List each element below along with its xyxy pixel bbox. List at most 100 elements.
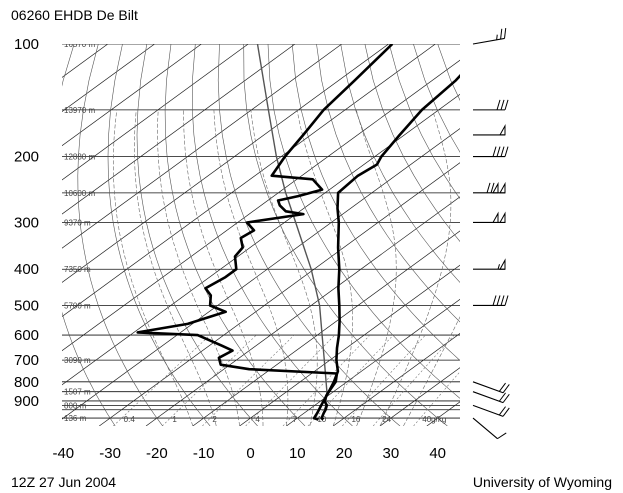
barb-staff xyxy=(472,404,504,417)
mixing-ratio-label: 24 xyxy=(382,415,391,424)
wind-barb xyxy=(473,211,506,224)
height-label: 7350 m xyxy=(64,265,91,274)
barb-flag xyxy=(496,146,501,157)
isotherm-line xyxy=(379,367,460,426)
mixing-ratio-line xyxy=(202,334,295,426)
mixing-ratio-label: 1 xyxy=(172,415,177,424)
barb-flag xyxy=(496,99,501,111)
height-label: 3090 m xyxy=(64,356,91,365)
wind-barb xyxy=(472,28,507,45)
temperature-tick-label: 30 xyxy=(383,445,400,462)
footer-source: University of Wyoming xyxy=(473,474,612,490)
barb-flag xyxy=(486,182,491,194)
pressure-tick-label: 400 xyxy=(14,261,39,278)
isotherm-line xyxy=(286,298,460,426)
moist-adiabat xyxy=(356,109,397,426)
profiles: 16570 m 13970 m 12880 m 10600 m 9370 m 7350 m… xyxy=(64,44,460,423)
isotherm-line xyxy=(62,44,342,249)
isotherm-line xyxy=(62,44,296,215)
dry-adiabat xyxy=(62,44,116,426)
dry-adiabat xyxy=(486,44,623,426)
isotherm-line xyxy=(239,264,460,426)
wind-barb xyxy=(473,99,509,111)
barb-flag xyxy=(504,28,507,39)
isotherm-line xyxy=(62,93,460,386)
barb-half-flag xyxy=(497,264,500,270)
mixing-ratio-line xyxy=(413,371,460,426)
dry-adiabat xyxy=(559,44,623,426)
barb-flag xyxy=(498,392,506,402)
moist-adiabat xyxy=(296,109,354,426)
temperature-tick-label: -40 xyxy=(52,445,74,462)
barb-flag xyxy=(500,99,505,111)
dry-adiabat xyxy=(388,44,460,199)
barb-staff xyxy=(472,37,505,45)
barb-flag xyxy=(500,146,505,157)
moist-adiabat xyxy=(379,109,452,426)
dry-adiabat xyxy=(107,44,211,426)
grid-lines: 0.4 1 2 4 7 10 16 24 40g/kg xyxy=(62,44,623,426)
barb-flag xyxy=(492,295,497,306)
isotherm-line xyxy=(99,162,460,426)
barb-pennant xyxy=(499,211,506,223)
mixing-ratio-line xyxy=(372,334,455,426)
dry-adiabat xyxy=(267,44,460,399)
wind-barb xyxy=(472,417,507,440)
barb-flag xyxy=(498,406,506,416)
barb-flag xyxy=(497,432,507,440)
mixing-ratio-label: 40g/kg xyxy=(422,415,446,424)
pressure-tick-label: 600 xyxy=(14,327,39,344)
barb-flag xyxy=(502,407,510,417)
dry-adiabat xyxy=(413,44,460,153)
barb-flag xyxy=(500,295,505,306)
footer-time: 12Z 27 Jun 2004 xyxy=(11,474,116,490)
moist-adiabat xyxy=(183,109,264,426)
moist-adiabat xyxy=(213,109,289,426)
barb-flag xyxy=(502,384,510,394)
dry-adiabat xyxy=(316,44,460,323)
height-label: 136 m xyxy=(64,414,87,423)
mixing-ratio-line xyxy=(307,334,394,426)
dry-adiabat xyxy=(607,44,623,426)
barb-flag xyxy=(504,146,509,157)
dry-adiabat xyxy=(462,44,623,426)
mixing-ratio-label: 7 xyxy=(293,415,298,424)
isotherm-line xyxy=(62,59,460,352)
barb-pennant xyxy=(499,123,506,136)
temperature-tick-label: 40 xyxy=(429,445,446,462)
moist-adiabat xyxy=(403,316,460,426)
barb-staff xyxy=(472,391,504,404)
isotherm-line xyxy=(145,196,460,426)
pressure-tick-label: 200 xyxy=(14,149,39,166)
temperature-tick-label: -10 xyxy=(193,445,215,462)
height-label: 10600 m xyxy=(64,189,95,198)
mixing-ratio-line xyxy=(161,334,257,426)
mixing-ratio-line xyxy=(113,334,211,426)
height-label: 5700 m xyxy=(64,301,91,310)
mixing-ratio-line xyxy=(342,334,426,426)
wind-barb xyxy=(473,258,506,270)
barb-pennant xyxy=(492,181,499,194)
barb-flag xyxy=(496,295,501,306)
height-label: 12880 m xyxy=(64,153,95,162)
wind-barb xyxy=(473,181,506,194)
moist-adiabat xyxy=(112,109,194,426)
temperature-tick-label: 10 xyxy=(289,445,306,462)
temperature-tick-label: -20 xyxy=(146,445,168,462)
barb-half-flag xyxy=(496,34,498,40)
mixing-ratio-line xyxy=(282,334,371,426)
wind-barb xyxy=(472,404,510,417)
isotherm-line xyxy=(62,44,155,113)
isotherm-line xyxy=(62,44,436,317)
dry-adiabat xyxy=(291,44,460,361)
isotherm-line xyxy=(62,44,249,181)
dry-adiabat xyxy=(77,44,163,426)
isotherm-line xyxy=(62,44,389,283)
wind-barbs xyxy=(472,28,510,440)
isotherm-line xyxy=(333,333,460,426)
pressure-tick-label: 300 xyxy=(14,214,39,231)
wind-barb xyxy=(473,146,509,158)
isotherm-line xyxy=(62,128,460,420)
